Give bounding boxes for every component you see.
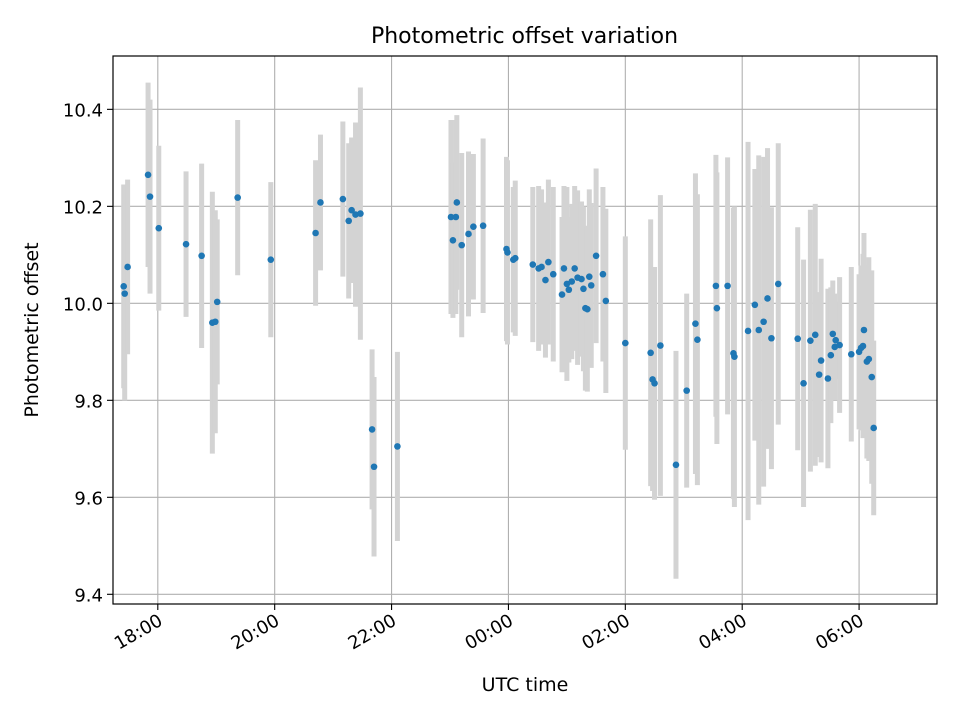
data-point: [585, 273, 593, 280]
data-point: [558, 291, 566, 298]
data-point: [847, 350, 855, 358]
data-point: [479, 222, 487, 230]
x-axis-label: UTC time: [482, 674, 569, 696]
data-point: [578, 275, 585, 283]
data-point: [182, 240, 190, 248]
data-point: [768, 334, 775, 342]
data-point: [458, 241, 465, 249]
data-point: [545, 258, 552, 266]
data-point: [213, 298, 221, 306]
data-point: [542, 276, 549, 284]
data-point: [470, 223, 477, 231]
data-point: [672, 461, 680, 469]
y-tick-label: 10.2: [63, 197, 103, 218]
data-point: [827, 351, 835, 359]
data-point: [651, 380, 658, 387]
data-point: [694, 336, 701, 343]
data-point: [447, 213, 455, 221]
data-point: [657, 342, 664, 349]
data-points: [120, 171, 877, 471]
data-point: [453, 199, 461, 206]
data-point: [868, 373, 876, 381]
data-point: [571, 265, 578, 272]
y-tick-label: 9.8: [74, 391, 103, 412]
data-point: [764, 295, 771, 302]
data-point: [580, 285, 587, 293]
data-point: [452, 213, 460, 221]
data-point: [599, 270, 607, 278]
data-point: [602, 297, 610, 305]
data-point: [859, 342, 867, 350]
data-point: [622, 339, 629, 347]
data-point: [712, 282, 720, 290]
data-point: [560, 265, 568, 272]
y-tick-label: 10.4: [63, 100, 103, 121]
data-point: [504, 249, 511, 256]
data-point: [724, 282, 731, 290]
data-point: [563, 280, 571, 288]
data-point: [713, 304, 721, 312]
data-point: [345, 217, 353, 225]
data-point: [647, 349, 654, 357]
data-point: [538, 263, 545, 271]
data-point: [865, 355, 873, 363]
data-point: [121, 290, 128, 297]
data-point: [760, 318, 767, 326]
data-point: [144, 171, 152, 179]
data-point: [832, 336, 840, 344]
data-point: [511, 254, 519, 262]
data-point: [755, 326, 763, 334]
data-point: [312, 229, 319, 237]
data-point: [211, 318, 219, 326]
data-point: [592, 252, 600, 260]
data-point: [860, 326, 868, 334]
data-point: [370, 463, 378, 471]
data-point: [198, 252, 205, 260]
data-point: [692, 320, 699, 327]
data-point: [449, 236, 457, 244]
plot-frame: [112, 55, 938, 605]
data-point: [529, 261, 537, 268]
data-point: [357, 210, 364, 217]
data-point: [815, 371, 823, 378]
data-point: [267, 256, 275, 263]
data-point: [339, 195, 347, 203]
y-tick-label: 9.4: [74, 585, 103, 606]
data-point: [146, 193, 154, 200]
data-point: [811, 331, 819, 339]
data-point: [800, 380, 807, 387]
y-axis-label: Photometric offset: [21, 242, 43, 417]
data-point: [124, 263, 131, 271]
data-point: [836, 341, 843, 349]
data-point: [394, 443, 401, 450]
data-point: [587, 282, 595, 289]
data-point: [683, 387, 690, 394]
data-point: [870, 424, 877, 432]
data-point: [731, 353, 738, 360]
y-tick-label: 9.6: [74, 488, 103, 509]
data-point: [794, 335, 802, 343]
data-point: [829, 330, 837, 338]
data-point: [774, 280, 782, 288]
data-point: [824, 375, 832, 382]
y-axis: 9.4 9.6 9.8 10.0 10.2 10.4: [63, 100, 113, 606]
data-point: [568, 278, 576, 285]
data-point: [751, 301, 759, 309]
chart-title: Photometric offset variation: [371, 24, 678, 49]
data-point: [234, 194, 241, 201]
data-point: [155, 224, 163, 232]
data-point: [549, 270, 557, 278]
data-point: [744, 327, 752, 335]
data-point: [584, 305, 591, 313]
y-tick-label: 10.0: [63, 294, 103, 315]
data-point: [120, 283, 128, 290]
data-point: [817, 357, 825, 364]
data-point: [465, 230, 472, 238]
data-point: [368, 426, 376, 433]
data-point: [317, 199, 324, 206]
data-point: [807, 337, 814, 344]
data-point: [565, 286, 573, 294]
data-point: [348, 206, 355, 214]
